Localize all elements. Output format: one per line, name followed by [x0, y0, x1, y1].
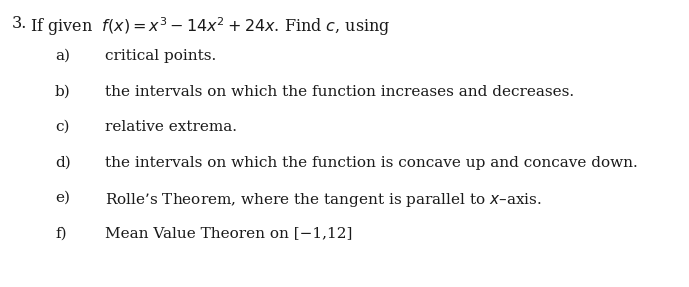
- Text: the intervals on which the function is concave up and concave down.: the intervals on which the function is c…: [105, 156, 638, 170]
- Text: e): e): [55, 191, 70, 205]
- Text: relative extrema.: relative extrema.: [105, 120, 237, 134]
- Text: c): c): [55, 120, 70, 134]
- Text: a): a): [55, 49, 70, 63]
- Text: the intervals on which the function increases and decreases.: the intervals on which the function incr…: [105, 84, 574, 98]
- Text: Mean Value Theoren on [−1,12]: Mean Value Theoren on [−1,12]: [105, 226, 352, 241]
- Text: f): f): [55, 226, 67, 241]
- Text: d): d): [55, 156, 71, 170]
- Text: critical points.: critical points.: [105, 49, 216, 63]
- Text: b): b): [55, 84, 71, 98]
- Text: Rolle’s Theorem, where the tangent is parallel to $x$–axis.: Rolle’s Theorem, where the tangent is pa…: [105, 191, 542, 209]
- Text: 3.: 3.: [12, 15, 28, 32]
- Text: If given  $f(x) = x^3 - 14x^2 + 24x$. Find $c$, using: If given $f(x) = x^3 - 14x^2 + 24x$. Fin…: [30, 15, 391, 38]
